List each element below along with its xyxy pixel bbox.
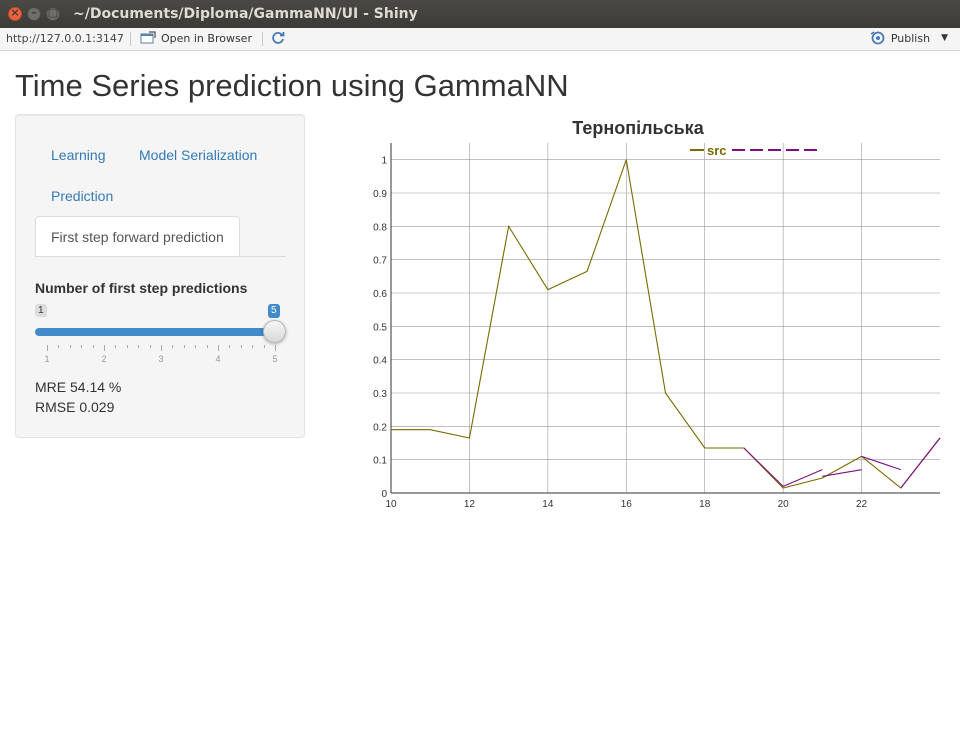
slider-grid-label: 4 <box>215 354 221 364</box>
slider-track[interactable] <box>35 328 275 336</box>
x-tick-label: 12 <box>464 499 476 510</box>
prediction-series-line <box>861 455 901 471</box>
y-tick-label: 0.4 <box>373 356 387 367</box>
slider-grid-label: 5 <box>272 354 278 364</box>
mre-value: MRE 54.14 % <box>35 379 122 395</box>
slider-grid-tick <box>47 345 48 351</box>
rmse-value: RMSE 0.029 <box>35 399 115 415</box>
slider-grid-label: 3 <box>158 354 164 364</box>
y-tick-label: 1 <box>381 156 387 167</box>
slider-minor-tick <box>58 345 60 348</box>
y-tick-label: 0.2 <box>373 422 387 433</box>
slider-grid-label: 2 <box>101 354 107 364</box>
prediction-series-line <box>900 437 941 489</box>
slider-label: Number of first step predictions <box>35 280 248 296</box>
toolbar-divider <box>262 32 263 46</box>
window-titlebar: × – ▢ ~/Documents/Diploma/GammaNN/UI - S… <box>0 0 960 28</box>
slider-minor-tick <box>149 345 151 348</box>
slider-minor-tick <box>81 345 83 348</box>
sidebar-panel: Learning Model Serialization Prediction … <box>15 114 305 438</box>
slider-minor-tick <box>183 345 185 348</box>
tab-prediction[interactable]: Prediction <box>51 188 114 204</box>
tab-first-step-forward-prediction[interactable]: First step forward prediction <box>35 216 240 257</box>
tab-model-serialization[interactable]: Model Serialization <box>139 147 258 163</box>
slider-minor-tick <box>229 345 231 348</box>
maximize-icon: ▢ <box>47 6 59 19</box>
publish-icon <box>870 31 885 45</box>
prediction-series-line <box>822 469 862 477</box>
x-tick-label: 22 <box>856 499 868 510</box>
x-tick-label: 14 <box>542 499 554 510</box>
tab-learning[interactable]: Learning <box>51 147 106 163</box>
slider-minor-tick <box>126 345 128 348</box>
y-tick-label: 0.9 <box>373 189 387 200</box>
open-in-browser-label: Open in Browser <box>161 31 252 45</box>
x-tick-label: 10 <box>385 499 397 510</box>
open-in-browser-button[interactable]: Open in Browser <box>140 31 252 45</box>
x-tick-label: 18 <box>699 499 711 510</box>
prediction-series-line <box>743 447 823 487</box>
toolbar-divider <box>130 32 131 46</box>
prediction-chart: Тернопільська 0 0.1 0.2 0.3 0.4 0.5 0.6 0.7 0.8 0.… <box>373 118 941 510</box>
slider-minor-tick <box>138 345 140 348</box>
tab-divider <box>35 256 286 257</box>
close-icon: × <box>10 6 20 19</box>
url-label: http://127.0.0.1:3147 <box>6 32 124 45</box>
chevron-down-icon[interactable]: ▼ <box>941 33 948 43</box>
slider-minor-tick <box>195 345 197 348</box>
y-tick-label: 0.3 <box>373 389 387 400</box>
slider-min-label: 1 <box>35 304 47 317</box>
slider-grid-tick <box>104 345 105 351</box>
y-tick-label: 0.6 <box>373 289 387 300</box>
y-tick-label: 0.7 <box>373 256 387 267</box>
refresh-icon[interactable] <box>270 30 286 46</box>
window-title: ~/Documents/Diploma/GammaNN/UI - Shiny <box>73 6 418 22</box>
close-window-button[interactable]: × <box>8 6 22 21</box>
slider-minor-tick <box>263 345 265 348</box>
slider-value-label: 5 <box>268 304 280 318</box>
y-tick-label: 0.5 <box>373 322 387 333</box>
minimize-window-button[interactable]: – <box>27 6 41 21</box>
y-tick-label: 0.1 <box>373 456 387 467</box>
slider-minor-tick <box>206 345 208 348</box>
maximize-window-button[interactable]: ▢ <box>46 6 60 21</box>
minimize-icon: – <box>31 6 37 19</box>
slider-minor-tick <box>252 345 254 348</box>
open-browser-icon <box>140 31 156 44</box>
slider-grid-tick <box>161 345 162 351</box>
src-series-line <box>391 159 941 489</box>
slider-minor-tick <box>69 345 71 348</box>
slider-grid-tick <box>218 345 219 351</box>
viewer-toolbar: http://127.0.0.1:3147 Open in Browser Pu… <box>0 28 960 51</box>
publish-button[interactable]: Publish ▼ <box>870 31 948 45</box>
chart-title: Тернопільська <box>572 118 704 138</box>
slider-grid-label: 1 <box>44 354 50 364</box>
page-title: Time Series prediction using GammaNN <box>15 68 569 103</box>
y-tick-label: 0.8 <box>373 222 387 233</box>
y-tick-label: 0 <box>381 489 387 500</box>
x-tick-label: 20 <box>778 499 790 510</box>
slider-minor-tick <box>240 345 242 348</box>
publish-label: Publish <box>890 31 931 45</box>
x-tick-label: 16 <box>621 499 633 510</box>
slider-minor-tick <box>172 345 174 348</box>
slider-minor-tick <box>92 345 94 348</box>
slider-grid-tick <box>275 345 276 351</box>
slider-handle[interactable] <box>263 320 286 343</box>
legend-label: src <box>707 143 727 158</box>
slider-minor-tick <box>115 345 117 348</box>
